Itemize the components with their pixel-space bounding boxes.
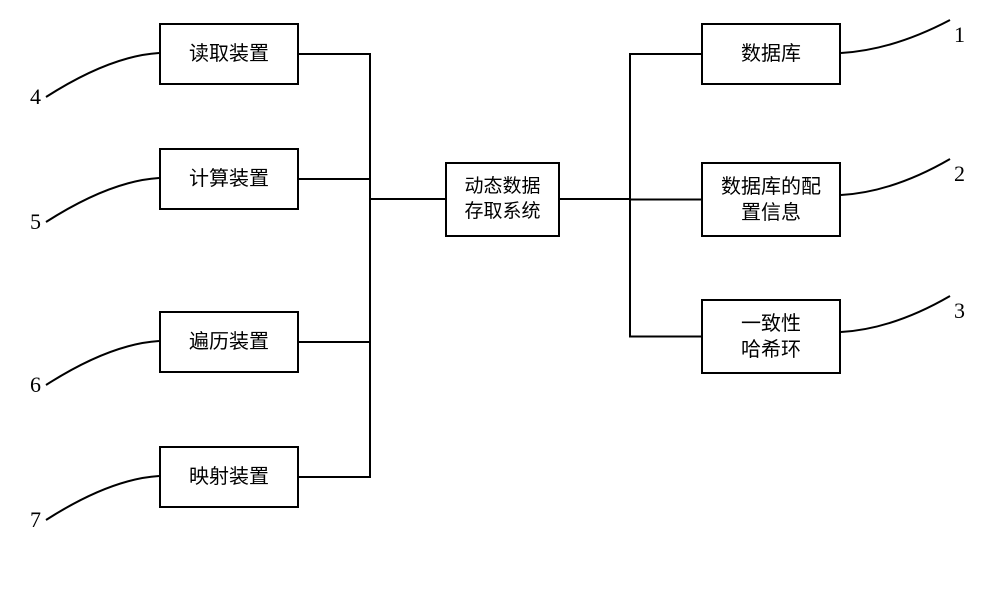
- callout-number-7: 7: [30, 507, 41, 533]
- callout-number-3: 3: [954, 298, 965, 324]
- node-read-device: 读取装置: [159, 23, 299, 85]
- node-map-device-label: 映射装置: [189, 464, 269, 490]
- callout-number-6: 6: [30, 372, 41, 398]
- callout-number-5: 5: [30, 209, 41, 235]
- node-hash-ring-label: 一致性 哈希环: [741, 311, 801, 363]
- node-compute-device: 计算装置: [159, 148, 299, 210]
- node-traverse-device: 遍历装置: [159, 311, 299, 373]
- node-map-device: 映射装置: [159, 446, 299, 508]
- connector-lines: [0, 0, 1000, 594]
- node-db-config: 数据库的配 置信息: [701, 162, 841, 237]
- node-compute-device-label: 计算装置: [189, 166, 269, 192]
- node-traverse-device-label: 遍历装置: [189, 329, 269, 355]
- node-center: 动态数据 存取系统: [445, 162, 560, 237]
- node-database: 数据库: [701, 23, 841, 85]
- node-database-label: 数据库: [741, 41, 801, 67]
- callout-number-2: 2: [954, 161, 965, 187]
- node-center-label: 动态数据 存取系统: [464, 175, 540, 224]
- node-read-device-label: 读取装置: [189, 41, 269, 67]
- diagram-canvas: 动态数据 存取系统 读取装置 计算装置 遍历装置 映射装置 数据库 数据库的配 …: [0, 0, 1000, 594]
- node-hash-ring: 一致性 哈希环: [701, 299, 841, 374]
- callout-number-4: 4: [30, 84, 41, 110]
- node-db-config-label: 数据库的配 置信息: [721, 174, 821, 226]
- callout-number-1: 1: [954, 22, 965, 48]
